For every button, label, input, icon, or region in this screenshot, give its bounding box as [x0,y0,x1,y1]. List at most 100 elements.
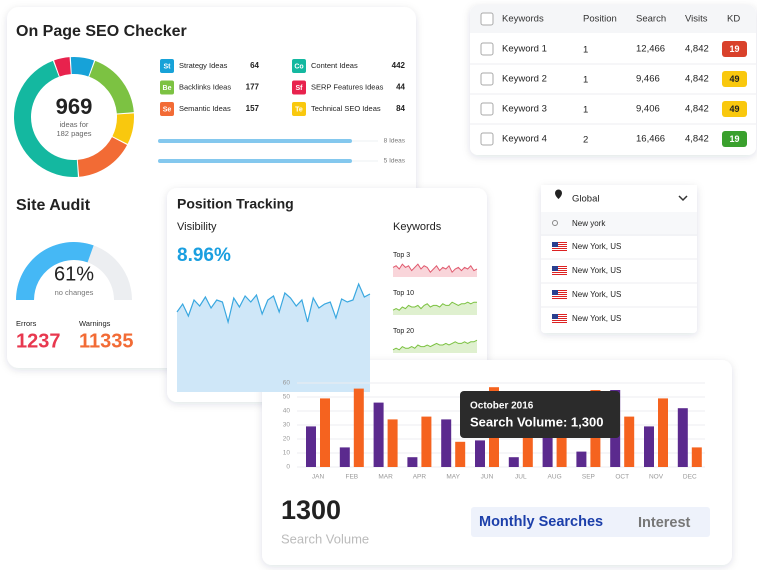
y-tick-label: 40 [283,408,291,415]
visibility-value: 8.96% [177,245,231,266]
kd-badge [722,41,747,57]
tooltip-text: Search Volume: 1,300 [470,414,603,429]
badge-code: Se [163,106,172,113]
checkbox[interactable] [480,42,494,56]
visibility-line [176,282,371,325]
table-cell: 16,466 [636,134,665,145]
location-header[interactable]: Global [541,185,697,212]
item-value: 84 [396,104,405,113]
x-tick-label: NOV [649,474,664,481]
location-option[interactable]: New York, US [572,314,621,323]
flag-canton [552,242,558,247]
table-header: Visits [685,14,708,25]
item-label: Backlinks Ideas [179,82,231,91]
flag-stripe [552,290,567,291]
visibility-area [177,284,370,392]
location-option[interactable]: New York, US [572,242,621,251]
seo-caption: ideas for [60,120,89,129]
y-tick-label: 0 [286,464,290,471]
bar [320,398,330,467]
flag-stripe [552,246,567,247]
table-cell: 1 [583,105,588,116]
y-tick-label: 50 [283,394,291,401]
donut-segment [112,113,134,144]
checkbox[interactable] [480,102,494,116]
bar [407,457,418,467]
x-tick-label: SEP [582,474,595,481]
bar [306,426,316,467]
sparkline-line [392,339,478,351]
flag-stripe [552,270,567,271]
table-cell: Keyword 1 [502,44,547,55]
flag-stripe [552,266,567,267]
table-cell: 4,842 [685,134,709,145]
flag-stripe [552,294,567,295]
kd-badge [722,131,747,147]
y-tick-label: 60 [283,380,291,387]
sparkline-label: Top 3 [393,252,410,259]
tab[interactable]: Interest [638,515,691,531]
bar [644,426,654,467]
flag-stripe [552,268,567,269]
item-value: 64 [250,61,259,70]
table-cell: 2 [583,135,588,146]
table-cell: 9,406 [636,104,660,115]
flag-stripe [552,242,567,243]
x-tick-label: MAR [378,474,393,481]
y-tick-label: 30 [283,422,291,429]
flag-stripe [552,250,567,251]
item-label: Semantic Ideas [179,104,231,113]
table-cell: Keyword 4 [502,134,547,145]
search-icon [552,220,558,226]
errors-label: Errors [16,319,37,328]
badge [160,59,174,73]
flag-stripe [552,322,567,323]
item-value: 177 [246,83,260,92]
sparkline-area [393,264,477,277]
position-title: Position Tracking [177,196,294,212]
seo-total: 969 [56,94,93,119]
audit-caption: no changes [55,288,94,297]
table-cell: Keyword 2 [502,74,547,85]
table-cell: 4,842 [685,74,709,85]
x-tick-label: DEC [683,474,697,481]
location-option[interactable]: New York, US [572,266,621,275]
bar [339,447,350,467]
kd-value: 19 [729,134,739,144]
x-tick-label: JUN [481,474,494,481]
bar [373,402,384,467]
checkbox[interactable] [480,12,494,26]
bar [475,440,485,467]
bar [421,416,432,467]
sparkline-area [393,340,477,353]
item-label: Strategy Ideas [179,61,228,70]
sparkline-line [392,263,478,274]
keywords-label: Keywords [393,221,442,233]
location-query[interactable]: New york [572,219,606,228]
bar [353,388,364,467]
tooltip [460,391,620,438]
progress-label: 5 Ideas [384,158,406,165]
table-cell: 4,842 [685,44,709,55]
flag-canton [552,266,558,271]
checkbox[interactable] [480,72,494,86]
checkbox[interactable] [480,132,494,146]
tab[interactable]: Monthly Searches [479,514,603,530]
tabs [471,507,710,537]
table-cell: 12,466 [636,44,665,55]
flag-stripe [552,248,567,249]
bar [658,398,668,467]
x-tick-label: APR [413,474,427,481]
bar [455,441,466,467]
location-option[interactable]: New York, US [572,290,621,299]
dropdown[interactable] [541,185,697,212]
donut-segment [77,137,128,177]
table-header: Search [636,14,666,25]
location-selected: Global [572,194,599,205]
y-tick-label: 10 [283,450,291,457]
flag-stripe [552,244,567,245]
kd-value: 49 [729,104,739,114]
table-cell: 1 [583,75,588,86]
search-box[interactable] [541,212,697,236]
